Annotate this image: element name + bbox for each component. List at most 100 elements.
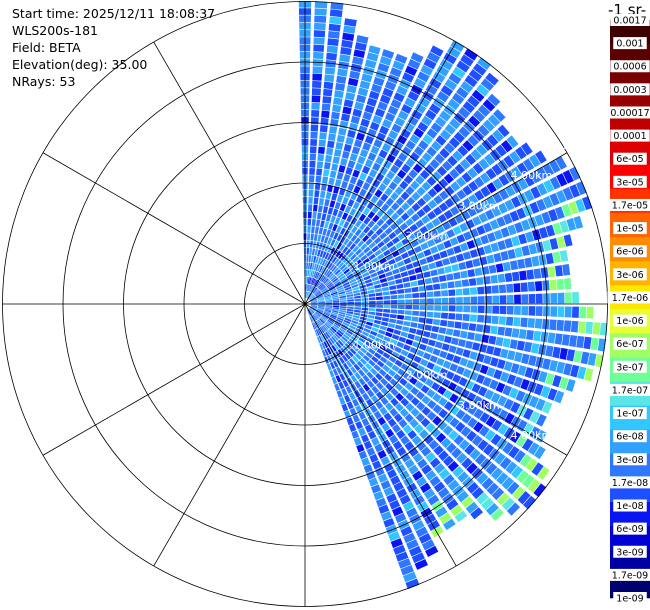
range-gate <box>418 96 431 108</box>
range-gate <box>337 210 344 219</box>
range-gate <box>317 306 325 309</box>
range-gate <box>573 215 584 229</box>
range-gate <box>480 186 491 198</box>
range-gate <box>317 319 323 326</box>
range-gate <box>310 300 318 303</box>
range-gate <box>531 255 540 267</box>
range-gate <box>427 494 440 506</box>
range-gate <box>359 222 367 231</box>
range-gate <box>400 565 414 576</box>
range-gate <box>401 326 410 332</box>
range-gate <box>458 126 471 138</box>
range-gate <box>309 247 313 255</box>
range-gate <box>366 318 374 323</box>
range-gate <box>349 278 357 284</box>
range-gate <box>517 365 527 376</box>
range-gate <box>307 309 311 316</box>
range-gate <box>332 308 339 312</box>
range-gate <box>362 383 371 392</box>
range-gate <box>462 313 470 322</box>
range-gate <box>352 289 360 294</box>
range-gate <box>420 384 430 394</box>
range-gate <box>371 385 380 394</box>
range-gate <box>458 261 467 271</box>
range-gate <box>308 189 314 197</box>
range-gate <box>308 308 314 314</box>
range-gate <box>476 492 489 505</box>
range-gate <box>413 229 422 238</box>
colorbar-tick-label: 0.001 <box>616 39 643 50</box>
range-gate <box>504 238 514 249</box>
ray <box>310 181 587 302</box>
range-gate <box>321 315 328 321</box>
range-gate <box>552 251 562 264</box>
range-gate <box>314 290 321 296</box>
range-gate <box>474 453 487 466</box>
range-gate <box>580 351 590 365</box>
range-gate <box>364 135 374 145</box>
range-gate <box>314 15 327 23</box>
range-gate <box>575 198 586 213</box>
range-gate <box>325 214 332 222</box>
range-gate <box>359 347 368 354</box>
range-gate <box>343 143 352 153</box>
range-gate <box>381 286 390 292</box>
range-gate <box>432 393 442 403</box>
range-gate <box>337 329 344 336</box>
range-gate <box>340 302 347 304</box>
range-gate <box>336 285 343 290</box>
range-gate <box>342 32 355 41</box>
range-gate <box>489 219 500 230</box>
range-gate <box>465 153 477 166</box>
range-gate <box>372 114 383 125</box>
range-gate <box>487 93 501 107</box>
range-gate <box>329 361 336 370</box>
range-gate <box>418 140 429 151</box>
range-gate <box>368 45 381 55</box>
range-gate <box>528 243 538 255</box>
range-gate <box>486 195 497 207</box>
range-gate <box>418 285 426 292</box>
colorbar-tick-label: 6e-08 <box>616 432 643 443</box>
range-gate <box>388 280 396 286</box>
range-gate <box>419 305 427 311</box>
range-gate <box>312 322 317 330</box>
range-gate <box>402 276 410 283</box>
range-gate <box>344 248 352 256</box>
range-gate <box>382 291 390 296</box>
range-gate <box>509 150 521 164</box>
range-gate <box>347 350 354 358</box>
range-gate <box>390 295 398 300</box>
range-gate <box>373 352 382 360</box>
range-gate <box>545 345 554 357</box>
range-gate <box>425 84 438 96</box>
range-gate <box>389 434 399 444</box>
range-gate <box>317 264 322 272</box>
range-gate <box>326 320 333 326</box>
range-gate <box>497 273 506 283</box>
range-gate <box>352 108 363 118</box>
range-gate <box>359 357 367 366</box>
ray <box>310 305 604 368</box>
range-gate <box>323 260 329 267</box>
range-gate <box>383 249 391 257</box>
range-gate <box>379 277 388 284</box>
range-gate <box>356 132 366 141</box>
range-gate <box>320 317 326 323</box>
range-gate <box>405 217 414 227</box>
range-gate <box>307 284 310 292</box>
range-gate <box>550 306 558 317</box>
range-gate <box>542 280 550 291</box>
range-gate <box>535 293 543 304</box>
range-gate <box>357 155 366 165</box>
range-gate <box>353 312 361 316</box>
range-gate <box>492 347 502 357</box>
range-gate <box>311 323 316 330</box>
range-gate <box>316 212 322 220</box>
range-gate <box>334 383 340 392</box>
range-gate <box>343 319 351 325</box>
range-gate <box>536 166 548 180</box>
range-gate <box>400 128 412 139</box>
range-gate <box>392 268 400 275</box>
range-gate <box>402 72 415 83</box>
